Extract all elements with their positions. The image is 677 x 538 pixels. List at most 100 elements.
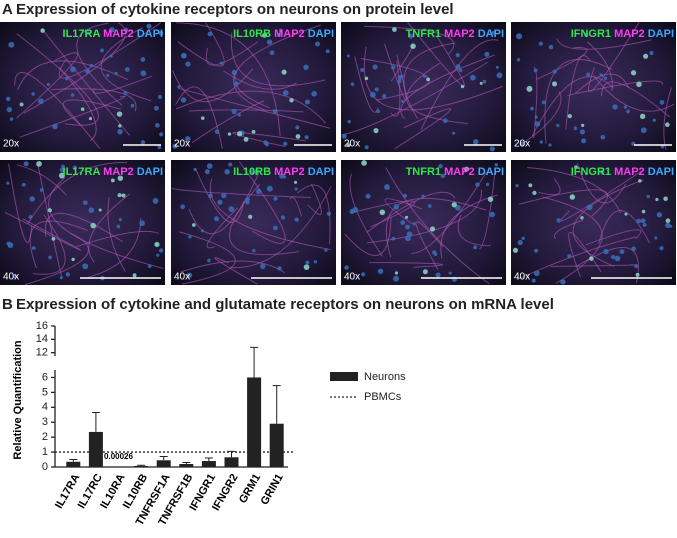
nucleus [374, 87, 379, 92]
nucleus [313, 260, 318, 264]
neurite [524, 91, 562, 143]
nucleus [6, 241, 11, 246]
neurite [366, 191, 456, 233]
nucleus [252, 248, 256, 253]
nucleus [534, 115, 538, 119]
neurite [457, 214, 491, 247]
neurite [588, 21, 640, 92]
nucleus [377, 268, 384, 275]
nucleus [365, 193, 371, 199]
nucleus [228, 206, 235, 212]
error-bar [91, 412, 100, 432]
nucleus [36, 161, 42, 167]
marker-label: IL10RB [233, 28, 271, 40]
nucleus [71, 257, 75, 262]
nucleus [206, 163, 213, 169]
nucleus [646, 194, 650, 199]
bar [134, 465, 149, 467]
nucleus [234, 81, 239, 86]
nucleus [90, 222, 96, 229]
nucleus [631, 246, 637, 252]
marker-label: TNFR1 [406, 28, 441, 40]
nucleus [100, 48, 104, 53]
bar [88, 431, 103, 467]
channel-labels: TNFR1 MAP2 DAPI [406, 28, 504, 40]
nucleus [548, 44, 554, 50]
nucleus [48, 255, 52, 260]
nucleus [626, 109, 630, 114]
stain-label: MAP2 [103, 28, 134, 40]
neurite [234, 24, 321, 109]
neurite [177, 22, 225, 67]
nucleus [541, 100, 546, 105]
neurite [517, 236, 637, 280]
nucleus [491, 30, 496, 35]
nucleus [245, 197, 250, 202]
nucleus [70, 66, 76, 73]
stain-label: MAP2 [614, 28, 645, 40]
neurite [533, 66, 538, 139]
nucleus [6, 181, 10, 185]
nucleus [31, 92, 35, 96]
nucleus [208, 193, 213, 199]
nucleus [412, 222, 416, 226]
nucleus [344, 265, 349, 270]
nucleus [532, 190, 537, 196]
neurite [238, 161, 286, 244]
y-tick-label: 2 [42, 431, 48, 443]
nucleus [12, 274, 17, 279]
nucleus [569, 194, 576, 200]
nucleus [655, 197, 659, 202]
neurite [369, 261, 444, 268]
nucleus [408, 33, 414, 39]
nucleus [214, 129, 220, 135]
nucleus [649, 50, 654, 56]
nucleus [311, 90, 317, 97]
nucleus [245, 200, 250, 205]
nucleus [584, 32, 589, 38]
nucleus [139, 220, 145, 227]
nucleus [40, 28, 45, 33]
nucleus [556, 123, 560, 128]
nucleus [38, 98, 44, 105]
nucleus [531, 278, 536, 283]
neurite [189, 109, 304, 113]
nucleus [5, 96, 11, 102]
micrograph [511, 160, 676, 285]
nucleus [638, 179, 642, 183]
nucleus [391, 65, 396, 70]
nucleus [580, 216, 584, 220]
bar [156, 460, 171, 467]
nucleus [52, 123, 58, 130]
nucleus [610, 254, 616, 260]
neurite [29, 220, 88, 269]
nucleus [266, 39, 273, 45]
neurite [556, 38, 652, 50]
nucleus [130, 103, 135, 108]
neurite [93, 75, 153, 94]
nucleus [152, 197, 159, 204]
nucleus [660, 144, 665, 149]
stain-label: MAP2 [444, 28, 475, 40]
nucleus [154, 241, 160, 248]
bar [224, 457, 239, 467]
nucleus [473, 245, 478, 250]
neurite [230, 186, 332, 268]
nucleus [207, 31, 213, 37]
neurite [16, 52, 79, 119]
neurite [175, 90, 327, 124]
neurite [27, 162, 128, 225]
marker-label: IL10RB [233, 166, 271, 178]
nucleus [185, 61, 191, 67]
nucleus [243, 137, 249, 142]
nucleus [188, 235, 192, 239]
nucleus [392, 27, 397, 32]
nucleus [475, 182, 480, 187]
nucleus [28, 215, 33, 219]
nucleus [495, 65, 499, 69]
nucleus [31, 246, 36, 251]
nucleus [117, 193, 122, 198]
neurite [297, 184, 331, 245]
nucleus [516, 58, 521, 62]
nucleus [289, 98, 294, 103]
